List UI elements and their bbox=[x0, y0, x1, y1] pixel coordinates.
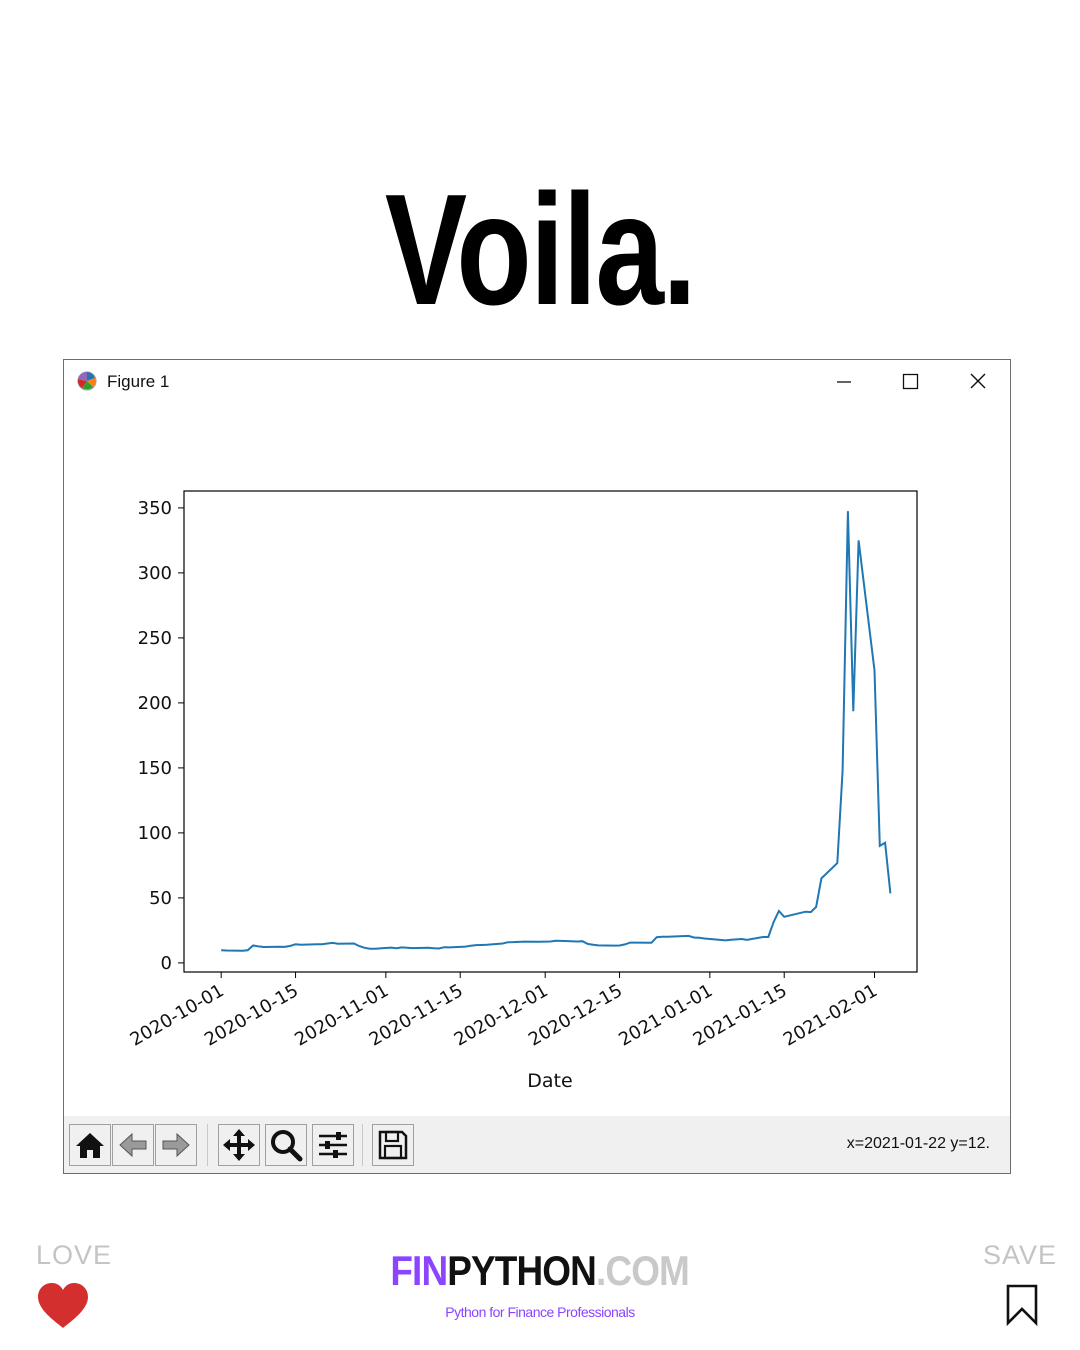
y-tick-label: 0 bbox=[161, 953, 172, 974]
forward-arrow-icon bbox=[162, 1132, 190, 1158]
plot-frame bbox=[183, 490, 918, 973]
navigation-toolbar: x=2021-01-22 y=12. bbox=[64, 1116, 1010, 1173]
minimize-icon bbox=[837, 381, 851, 383]
close-button[interactable] bbox=[950, 364, 1006, 400]
maximize-button[interactable] bbox=[882, 364, 938, 400]
matplotlib-logo-icon bbox=[76, 370, 98, 392]
zoom-magnifier-icon bbox=[271, 1130, 303, 1162]
pan-button[interactable] bbox=[218, 1124, 260, 1166]
y-tick-label: 150 bbox=[138, 758, 172, 779]
y-tick-label: 300 bbox=[138, 563, 172, 584]
brand-tagline: Python for Finance Professionals bbox=[445, 1304, 635, 1320]
brand-python: PYTHON bbox=[447, 1247, 598, 1294]
heart-icon[interactable] bbox=[36, 1282, 90, 1334]
bookmark-icon[interactable] bbox=[1005, 1284, 1039, 1330]
y-tick-label: 250 bbox=[138, 628, 172, 649]
y-tick-label: 350 bbox=[138, 498, 172, 519]
headline: Voila. bbox=[384, 162, 697, 338]
close-icon bbox=[970, 373, 986, 389]
x-tick-label: 2021-02-01 bbox=[780, 980, 881, 1050]
y-tick-label: 50 bbox=[149, 888, 172, 909]
pan-move-icon bbox=[223, 1129, 255, 1161]
cursor-coordinates: x=2021-01-22 y=12. bbox=[846, 1135, 990, 1152]
figure-window: Figure 1 0 50 100 150 200 250 300 350 2020-10-0… bbox=[63, 359, 1011, 1174]
back-button[interactable] bbox=[112, 1124, 154, 1166]
toolbar-separator bbox=[207, 1124, 208, 1166]
maximize-icon bbox=[902, 373, 919, 390]
home-button[interactable] bbox=[69, 1124, 111, 1166]
toolbar-separator bbox=[362, 1124, 363, 1166]
subplots-configure-icon bbox=[319, 1132, 347, 1158]
brand-com: .COM bbox=[596, 1247, 690, 1294]
window-title: Figure 1 bbox=[107, 372, 170, 391]
y-tick-label: 100 bbox=[138, 823, 172, 844]
brand-logo: FINPYTHON.COM bbox=[340, 1246, 740, 1296]
save-label: SAVE bbox=[982, 1240, 1057, 1270]
x-axis-label: Date bbox=[527, 1070, 572, 1092]
window-titlebar[interactable]: Figure 1 bbox=[64, 360, 1010, 404]
series-line bbox=[221, 511, 892, 952]
save-figure-button[interactable] bbox=[372, 1124, 414, 1166]
configure-subplots-button[interactable] bbox=[312, 1124, 354, 1166]
y-tick-label: 200 bbox=[138, 693, 172, 714]
home-icon bbox=[76, 1133, 104, 1158]
zoom-button[interactable] bbox=[265, 1124, 307, 1166]
minimize-button[interactable] bbox=[816, 364, 872, 400]
save-floppy-icon bbox=[378, 1130, 408, 1160]
plot-area bbox=[184, 491, 917, 972]
brand-fin: FIN bbox=[390, 1247, 449, 1294]
forward-button[interactable] bbox=[155, 1124, 197, 1166]
love-label: LOVE bbox=[36, 1240, 113, 1270]
back-arrow-icon bbox=[119, 1132, 147, 1158]
